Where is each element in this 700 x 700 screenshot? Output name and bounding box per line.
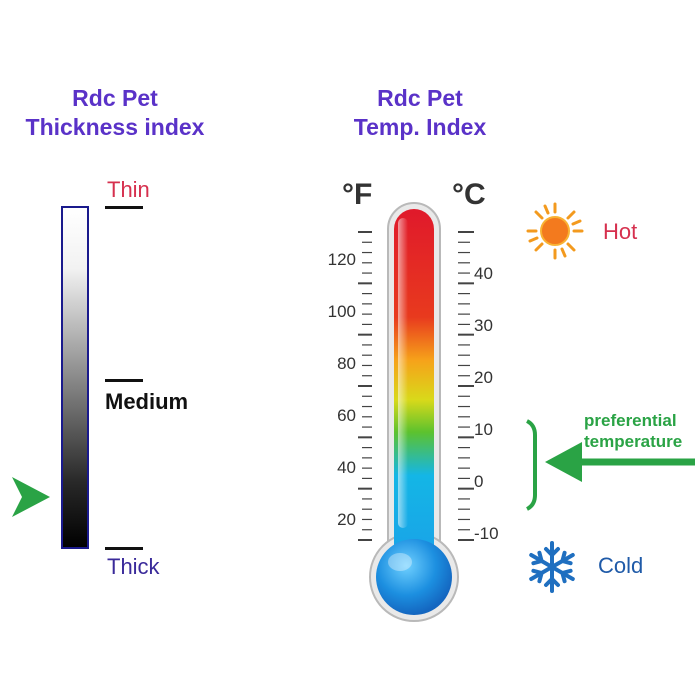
snowflake-icon — [528, 543, 576, 591]
celsius-tick-label: 0 — [474, 472, 483, 492]
cold-label: Cold — [598, 554, 643, 578]
preferential-line1: preferential — [584, 410, 682, 431]
fahrenheit-tick-label: 80 — [318, 354, 356, 374]
celsius-unit: °C — [452, 178, 486, 212]
thermometer-shine — [398, 218, 408, 528]
sun-icon — [528, 204, 582, 258]
celsius-tick-label: 20 — [474, 368, 493, 388]
fahrenheit-tick-label: 40 — [318, 458, 356, 478]
celsius-scale — [458, 232, 474, 540]
hot-label: Hot — [603, 220, 637, 244]
fahrenheit-scale — [358, 232, 372, 540]
bulb-shine — [388, 553, 412, 571]
fahrenheit-tick-label: 120 — [318, 250, 356, 270]
thermometer-bulb — [376, 539, 452, 615]
fahrenheit-tick-label: 100 — [318, 302, 356, 322]
celsius-tick-label: 30 — [474, 316, 493, 336]
preferential-arrow-icon — [545, 442, 582, 482]
preferential-line2: temperature — [584, 431, 682, 452]
fahrenheit-unit: °F — [342, 178, 372, 212]
celsius-tick-label: 10 — [474, 420, 493, 440]
preferential-bracket — [527, 421, 535, 509]
fahrenheit-tick-label: 60 — [318, 406, 356, 426]
fahrenheit-tick-label: 20 — [318, 510, 356, 530]
celsius-tick-label: -10 — [474, 524, 499, 544]
celsius-tick-label: 40 — [474, 264, 493, 284]
preferential-label: preferential temperature — [584, 410, 682, 452]
